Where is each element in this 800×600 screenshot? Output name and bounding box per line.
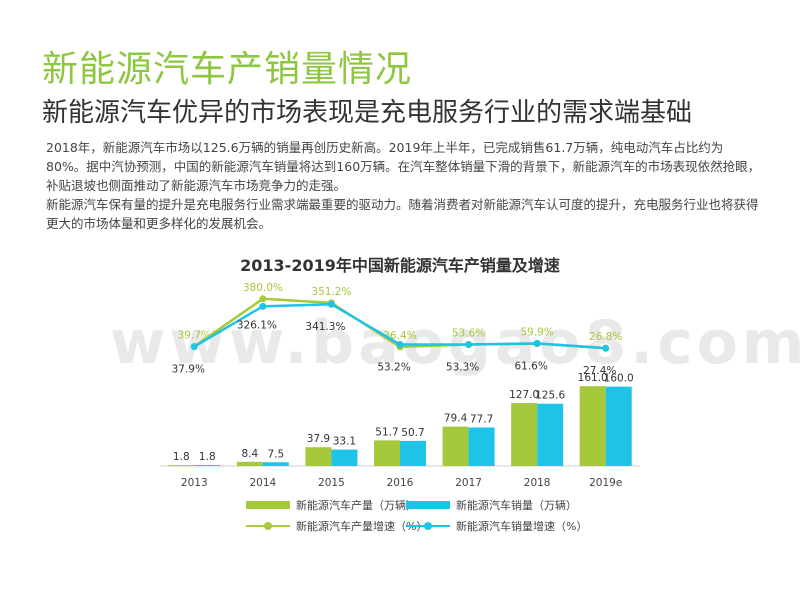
paragraph-1: 2018年，新能源汽车市场以125.6万辆的销量再创历史新高。2019年上半年，… [46, 140, 761, 193]
label-production-growth: 351.2% [311, 286, 351, 298]
legend-swatch-production-growth [246, 522, 290, 530]
bar-label-production: 127.0 [509, 389, 539, 401]
legend-label-sales: 新能源汽车销量（万辆） [456, 499, 577, 512]
label-sales-growth: 341.3% [305, 321, 345, 333]
bar-sales [537, 403, 564, 466]
point-sales-growth [327, 300, 335, 308]
bar-label-sales: 7.5 [268, 448, 285, 460]
bar-production [168, 465, 195, 466]
legend-item-sales-growth: 新能源汽车销量增速（%） [406, 518, 587, 534]
legend-label-production-growth: 新能源汽车产量增速（%） [296, 520, 428, 533]
x-tick-label: 2017 [455, 477, 482, 489]
label-sales-growth: 27.4% [583, 365, 616, 377]
bar-production [442, 426, 469, 466]
bar-sales [468, 427, 495, 466]
bar-label-sales: 77.7 [470, 413, 493, 425]
bar-production [305, 447, 332, 466]
bar-production [511, 403, 538, 466]
bar-label-production: 1.8 [173, 451, 190, 463]
page-subtitle: 新能源汽车优异的市场表现是充电服务行业的需求端基础 [42, 98, 693, 128]
paragraph-2: 新能源汽车保有量的提升是充电服务行业需求端最重要的驱动力。随着消费者对新能源汽车… [46, 197, 759, 231]
point-sales-growth [602, 344, 610, 352]
x-tick-label: 2013 [181, 477, 208, 489]
bar-label-sales: 160.0 [604, 373, 634, 385]
label-sales-growth: 61.6% [514, 360, 547, 372]
legend-item-sales: 新能源汽车销量（万辆） [406, 497, 577, 513]
bar-label-sales: 50.7 [401, 427, 424, 439]
x-tick-label: 2014 [249, 477, 276, 489]
legend-swatch-sales [406, 501, 450, 509]
legend-label-sales-growth: 新能源汽车销量增速（%） [456, 520, 588, 533]
bar-production [236, 461, 263, 466]
label-sales-growth: 37.9% [172, 364, 205, 376]
bar-label-sales: 125.6 [535, 390, 565, 402]
bar-label-production: 161.0 [578, 372, 608, 384]
bar-sales [194, 465, 221, 466]
label-production-growth: 39.7% [178, 329, 211, 341]
point-sales-growth [533, 339, 541, 347]
body-text: 2018年，新能源汽车市场以125.6万辆的销量再创历史新高。2019年上半年，… [46, 138, 761, 233]
legend-item-production-growth: 新能源汽车产量增速（%） [246, 518, 427, 534]
point-sales-growth [259, 302, 267, 310]
label-production-growth: 26.8% [589, 331, 622, 343]
label-sales-growth: 326.1% [237, 319, 277, 331]
label-production-growth: 59.9% [520, 327, 553, 339]
bar-sales [605, 386, 632, 466]
bar-label-production: 79.4 [444, 413, 468, 425]
point-sales-growth [396, 341, 404, 349]
chart-title: 2013-2019年中国新能源汽车产销量及增速 [240, 256, 560, 275]
bar-label-sales: 1.8 [199, 451, 216, 463]
bar-production [374, 440, 400, 466]
bar-sales [400, 440, 426, 466]
label-sales-growth: 53.2% [377, 362, 410, 374]
bar-label-production: 51.7 [375, 426, 398, 438]
bar-sales [331, 449, 358, 466]
x-tick-label: 2015 [318, 477, 345, 489]
bar-label-sales: 33.1 [333, 436, 356, 448]
point-sales-growth [190, 343, 198, 351]
point-production-growth [259, 295, 267, 303]
page-title: 新能源汽车产销量情况 [42, 49, 413, 90]
label-production-growth: 380.0% [243, 282, 283, 294]
label-production-growth: 36.4% [383, 330, 416, 342]
legend-swatch-sales-growth [406, 522, 450, 530]
bar-label-production: 37.9 [307, 433, 330, 445]
bar-production [579, 386, 606, 466]
point-sales-growth [465, 341, 473, 349]
legend-swatch-production [246, 501, 290, 509]
bar-sales [262, 462, 289, 466]
bar-label-production: 8.4 [242, 448, 259, 460]
watermark: www.baogao8.com [110, 308, 800, 378]
legend-item-production: 新能源汽车产量（万辆） [246, 497, 417, 513]
x-tick-label: 2019e [589, 477, 622, 489]
x-tick-label: 2016 [387, 477, 414, 489]
legend-label-production: 新能源汽车产量（万辆） [296, 499, 417, 512]
label-sales-growth: 53.3% [446, 362, 479, 374]
x-tick-label: 2018 [524, 477, 551, 489]
label-production-growth: 53.6% [452, 327, 485, 339]
